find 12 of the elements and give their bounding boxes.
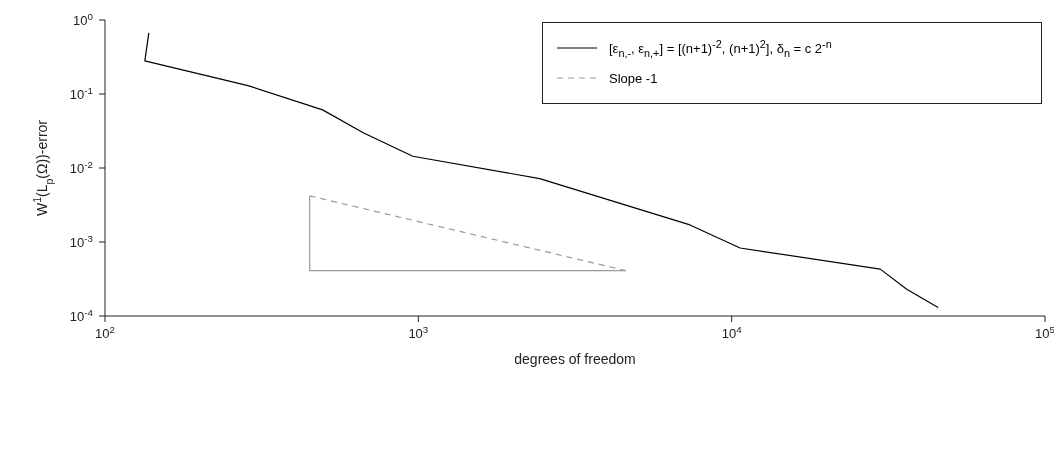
y-tick-label: 10$^{-3}$ <box>69 232 93 250</box>
y-tick-label: 10$^{0}$ <box>73 10 94 28</box>
y-tick-label: 10$^{-1}$ <box>69 84 93 102</box>
y-tick-label: 10$^{-4}$ <box>69 306 94 324</box>
legend-label: Slope -1 <box>609 70 658 86</box>
x-tick-label: 10$^{2}$ <box>95 323 115 341</box>
x-tick-label: 10$^{5}$ <box>1035 323 1056 341</box>
x-tick-label: 10$^{4}$ <box>721 323 743 341</box>
text: [ε$_{n,-}$, ε$_{n,+}$] = [(n+1)$^{-2}$, (n+1)$^{2}$], δ$_{n}$ = c 2$^{-n}$ <box>609 37 832 59</box>
x-tick-label: 10$^{3}$ <box>408 323 429 341</box>
x-axis-title: degrees of freedom <box>514 351 636 367</box>
y-tick-label: 10$^{-2}$ <box>69 158 93 176</box>
